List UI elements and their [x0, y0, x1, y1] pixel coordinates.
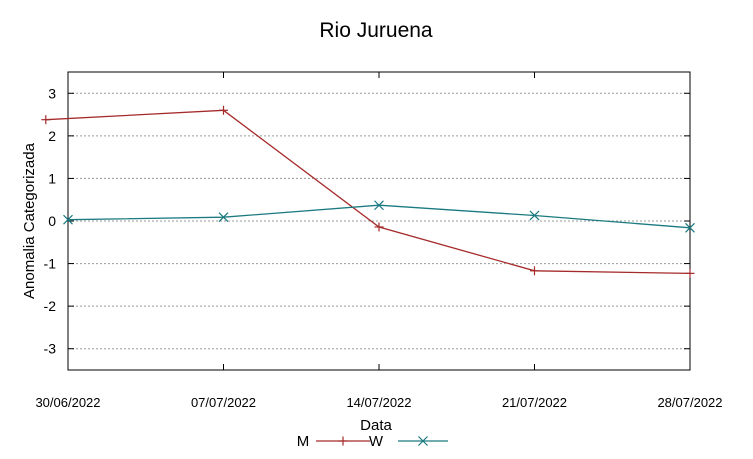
data-point-M — [374, 222, 384, 232]
marker-stroke — [529, 210, 540, 221]
data-point-M — [338, 436, 348, 446]
x-axis-label: Data — [360, 417, 392, 434]
data-point-W — [529, 210, 540, 221]
data-point-W — [685, 222, 695, 233]
x-tick-label: 14/07/2022 — [346, 395, 411, 410]
legend-item-W: W — [369, 433, 448, 450]
x-tick-label: 07/07/2022 — [191, 395, 256, 410]
marker-stroke — [374, 200, 384, 211]
y-axis-label: Anomalia Categorizada — [21, 142, 38, 299]
marker-stroke — [418, 436, 428, 446]
y-tick-label: 1 — [48, 170, 56, 186]
data-point-M — [219, 105, 228, 115]
data-point-M — [41, 115, 51, 125]
data-point-W — [218, 212, 229, 223]
y-tick-label: -3 — [44, 341, 57, 357]
data-point-M — [530, 266, 539, 276]
data-point-W — [374, 200, 384, 211]
marker-stroke — [218, 212, 229, 223]
x-tick-label: 30/06/2022 — [35, 395, 100, 410]
data-point-M — [685, 268, 695, 278]
y-tick-label: 2 — [48, 128, 56, 144]
series-W — [63, 200, 695, 233]
y-tick-label: 0 — [48, 213, 56, 229]
x-tick-label: 28/07/2022 — [657, 395, 722, 410]
marker-stroke — [685, 222, 695, 233]
y-tick-label: -1 — [44, 256, 57, 272]
y-ticks: 3 2 1 0 -1 -2 -3 — [44, 85, 690, 357]
x-tick-label: 21/07/2022 — [502, 395, 567, 410]
marker-stroke — [63, 214, 73, 225]
data-point-W — [418, 436, 428, 446]
data-point-W — [63, 214, 73, 225]
y-tick-label: -2 — [44, 298, 57, 314]
series-line-M — [45, 109, 691, 275]
legend-label: W — [369, 433, 384, 450]
legend-item-M: M — [297, 433, 370, 450]
series-M — [41, 105, 695, 278]
legend-label: M — [297, 433, 310, 450]
y-tick-label: 3 — [48, 85, 56, 101]
x-ticks: 30/06/2022 07/07/2022 14/07/2022 21/07/2022… — [35, 72, 723, 410]
series-lines — [41, 105, 695, 278]
chart-title: Rio Juruena — [319, 19, 433, 42]
